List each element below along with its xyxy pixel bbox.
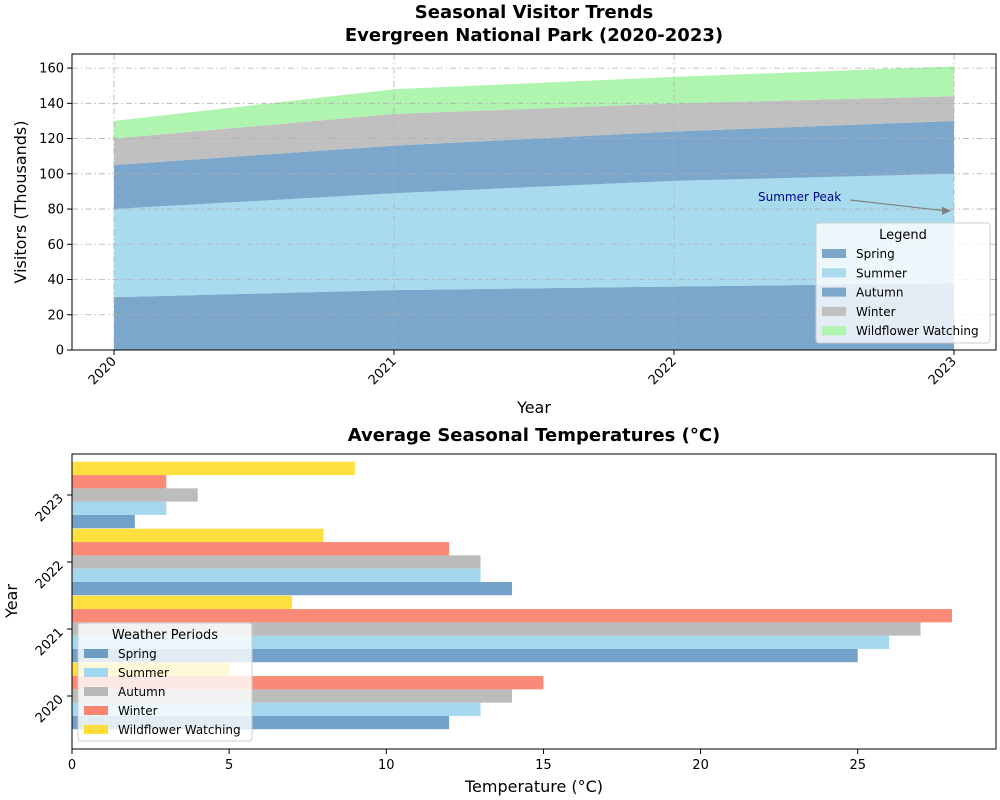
chart2-legend	[77, 622, 253, 742]
chart2-xlabel: Temperature (°C)	[464, 777, 603, 796]
chart1-title-line: Evergreen National Park (2020-2023)	[345, 25, 723, 46]
chart2-frame	[71, 453, 997, 750]
bar-summer-2022	[72, 568, 481, 582]
y-tick-label: 80	[47, 203, 64, 218]
y-tick-label: 160	[39, 62, 64, 77]
bar-autumn-2022	[72, 555, 481, 569]
area-summer	[114, 173, 954, 298]
legend-label: Summer	[856, 266, 907, 280]
legend-label: Autumn	[118, 685, 165, 699]
legend-swatch	[822, 326, 846, 336]
y-tick-label: 2022	[33, 558, 67, 592]
bar-autumn-2023	[72, 488, 198, 502]
chart2-ylabel: Year	[2, 584, 21, 619]
x-tick-label: 2021	[366, 354, 400, 388]
y-tick-label: 100	[39, 167, 64, 182]
legend-swatch	[84, 649, 108, 658]
legend-label: Wildflower Watching	[856, 324, 979, 338]
bar-winter-2023	[72, 475, 167, 489]
chart1-legend-title: Legend	[879, 228, 927, 243]
annotation-summer-peak: Summer Peak	[758, 190, 841, 204]
x-tick-label: 2023	[926, 354, 960, 388]
x-tick-label: 0	[68, 758, 76, 773]
x-tick-label: 2020	[86, 354, 120, 388]
area-spring	[114, 283, 954, 350]
chart1-title-line: Seasonal Visitor Trends	[415, 2, 653, 23]
bar-winter-2022	[72, 542, 450, 556]
annotation-arrow	[849, 199, 946, 212]
chart1-xlabel: Year	[516, 398, 551, 417]
x-tick-label: 2022	[646, 354, 680, 388]
legend-swatch	[84, 668, 108, 677]
legend-swatch	[822, 268, 846, 278]
y-tick-label: 140	[39, 97, 64, 112]
bar-spring-2023	[72, 514, 135, 529]
chart2-legend-title: Weather Periods	[112, 628, 218, 643]
chart1-ylabel: Visitors (Thousands)	[11, 121, 30, 284]
bar-spring-2021	[72, 648, 858, 663]
legend-swatch	[84, 706, 108, 715]
legend-swatch	[84, 687, 108, 696]
legend-swatch	[822, 287, 846, 297]
legend-swatch	[822, 249, 846, 258]
bar-spring-2022	[72, 581, 512, 596]
legend-label: Spring	[856, 247, 895, 261]
y-tick-label: 120	[39, 132, 64, 147]
bar-summer-2021	[72, 635, 890, 649]
x-tick-label: 20	[692, 758, 709, 773]
y-tick-label: 2023	[33, 491, 67, 525]
chart1-frame	[71, 53, 997, 351]
legend-label: Autumn	[856, 286, 903, 300]
bar-wildflower-watching-2021	[72, 595, 292, 610]
annotation-arrowhead	[942, 206, 951, 215]
y-tick-label: 2021	[33, 625, 67, 659]
x-tick-label: 25	[849, 758, 866, 773]
bar-wildflower-watching-2022	[72, 528, 324, 543]
bar-winter-2021	[72, 609, 952, 623]
y-tick-label: 40	[47, 273, 64, 288]
x-tick-label: 10	[378, 758, 395, 773]
legend-swatch	[84, 725, 108, 734]
chart1-legend	[815, 222, 991, 344]
bar-wildflower-watching-2023	[72, 461, 355, 476]
area-autumn	[114, 120, 954, 210]
legend-swatch	[822, 306, 846, 316]
legend-label: Winter	[856, 305, 896, 319]
y-tick-label: 0	[56, 344, 64, 359]
y-tick-label: 60	[47, 238, 64, 253]
area-winter	[114, 96, 954, 165]
y-tick-label: 20	[47, 308, 64, 323]
legend-label: Summer	[118, 666, 169, 680]
area-wildflower-watching	[114, 66, 954, 139]
x-tick-label: 15	[535, 758, 552, 773]
temperature-chart: Average Seasonal Temperatures (°C) 0 5 10 15…	[2, 425, 997, 796]
legend-label: Wildflower Watching	[118, 723, 241, 737]
legend-label: Spring	[118, 647, 157, 661]
x-tick-label: 5	[225, 758, 233, 773]
chart2-title: Average Seasonal Temperatures (°C)	[348, 425, 721, 446]
bar-summer-2023	[72, 501, 167, 515]
y-tick-label: 2020	[33, 692, 67, 726]
bar-autumn-2021	[72, 622, 921, 636]
legend-label: Winter	[118, 704, 158, 718]
